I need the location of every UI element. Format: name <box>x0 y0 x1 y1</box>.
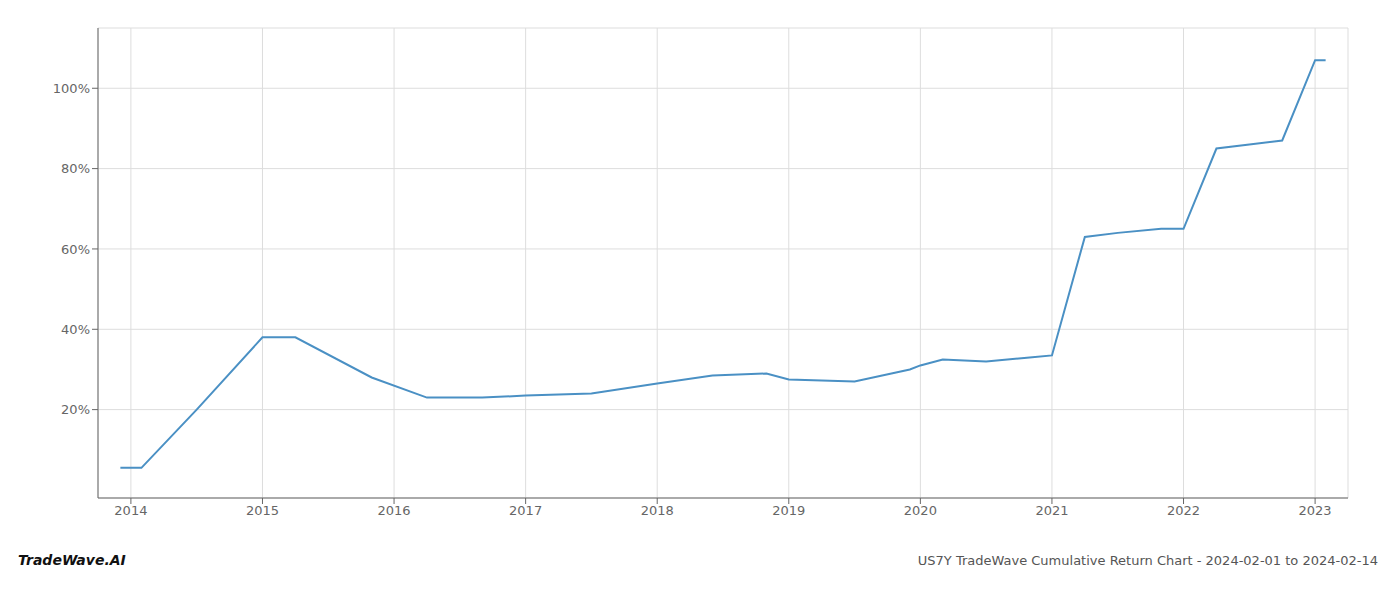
svg-text:2021: 2021 <box>1035 503 1068 518</box>
svg-text:20%: 20% <box>61 402 90 417</box>
svg-text:2019: 2019 <box>772 503 805 518</box>
html-text:TradeWave.AI: TradeWave.AI <box>18 552 126 568</box>
svg-text:2020: 2020 <box>904 503 937 518</box>
svg-text:80%: 80% <box>61 161 90 176</box>
svg-text:40%: 40% <box>61 322 90 337</box>
svg-text:2015: 2015 <box>246 503 279 518</box>
svg-text:2023: 2023 <box>1299 503 1332 518</box>
svg-text:2017: 2017 <box>509 503 542 518</box>
svg-text:2022: 2022 <box>1167 503 1200 518</box>
svg-text:100%: 100% <box>53 81 90 96</box>
svg-text:2016: 2016 <box>378 503 411 518</box>
svg-text:2018: 2018 <box>641 503 674 518</box>
svg-text:2014: 2014 <box>114 503 147 518</box>
svg-text:60%: 60% <box>61 242 90 257</box>
html-text:US7Y TradeWave Cumulative Retu: US7Y TradeWave Cumulative Return Chart -… <box>917 553 1378 568</box>
